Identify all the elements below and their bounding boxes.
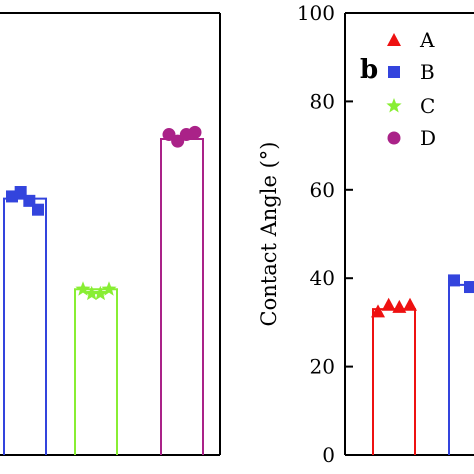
legend-marker-B: [388, 66, 400, 78]
panel-b-series-B: [448, 274, 474, 455]
panel-b-ytick-label: 60: [310, 178, 335, 202]
panel-b-bar-A: [372, 308, 416, 455]
panel-b-ytick-label: 0: [322, 443, 335, 467]
panel-b-series-A: [371, 297, 417, 455]
panel-a-point-D: [188, 125, 202, 139]
panel-b-point-A: [371, 304, 385, 318]
panel-b-point-B: [448, 274, 460, 287]
panel-b-point-A: [381, 297, 396, 311]
legend-marker-C: [386, 98, 402, 113]
legend-entry-A: A: [387, 28, 435, 52]
panel-b-ylabel: Contact Angle (°): [257, 142, 281, 327]
legend-label-D: D: [420, 126, 436, 150]
panel-a-bar-C: [74, 288, 118, 455]
panel-a-point-C: [92, 285, 108, 301]
legend-label-C: C: [420, 94, 435, 118]
legend-entry-C: C: [386, 94, 435, 118]
panel-a-point-B: [32, 203, 44, 216]
panel-a-point-C: [101, 281, 117, 296]
panel-b-point-A: [392, 299, 407, 313]
panel-b-point-A: [403, 297, 417, 311]
panel-b-ytick-label: 100: [297, 1, 335, 25]
panel-a-series-B: [3, 186, 47, 455]
panel-a-point-C: [75, 281, 91, 296]
legend-entry-D: D: [387, 126, 436, 150]
legend-marker-D: [387, 131, 401, 145]
panel-b-ytick-label: 20: [310, 355, 335, 379]
legend-label-A: A: [419, 28, 435, 52]
legend-entry-B: B: [388, 60, 435, 84]
panel-b-ytick-label: 40: [310, 266, 335, 290]
panel-a-point-C: [84, 285, 100, 301]
legend-marker-A: [387, 33, 401, 46]
panel-b-title: b: [360, 55, 378, 85]
panel-a-series-D: [160, 125, 204, 455]
panel-a-bar-B: [3, 197, 47, 455]
panel-a: [0, 12, 221, 456]
panel-b-ytick-label: 80: [310, 89, 335, 113]
legend-label-B: B: [420, 60, 435, 84]
panel-a-series-C: [74, 281, 118, 455]
panel-b-point-B: [464, 281, 474, 294]
panel-a-bar-D: [160, 137, 204, 455]
panel-b-bar-B: [448, 283, 474, 455]
